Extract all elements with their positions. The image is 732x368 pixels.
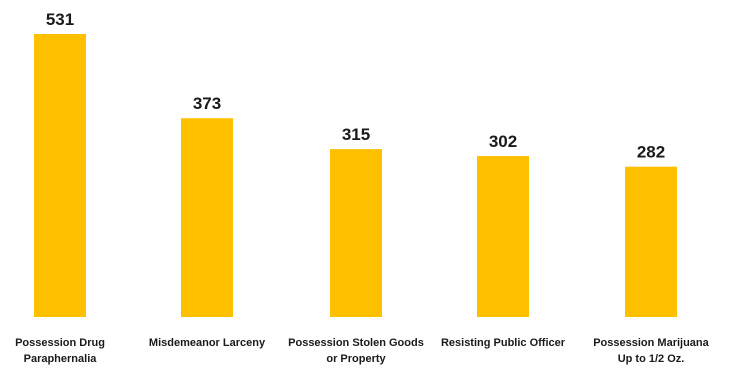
category-label-0-line-0: Possession Drug xyxy=(15,337,105,349)
bar-3 xyxy=(477,156,529,317)
value-label-1: 373 xyxy=(193,94,221,113)
bar-4 xyxy=(625,166,677,317)
category-label-4-line-0: Possession Marijuana xyxy=(593,337,709,349)
bar-2 xyxy=(330,149,382,317)
value-label-3: 302 xyxy=(489,132,517,151)
category-labels-group: Possession Drug Paraphernalia Misdemeanor … xyxy=(15,337,710,365)
category-label-2-line-1: or Property xyxy=(326,353,386,365)
bar-1 xyxy=(181,118,233,317)
value-label-0: 531 xyxy=(46,10,74,29)
category-label-0-line-1: Paraphernalia xyxy=(24,353,98,365)
bars-group xyxy=(34,34,677,317)
value-labels-group: 531 373 315 302 282 xyxy=(46,10,665,162)
bar-0 xyxy=(34,34,86,317)
category-label-3-line-0: Resisting Public Officer xyxy=(441,337,566,349)
category-label-2-line-0: Possession Stolen Goods xyxy=(288,337,424,349)
value-label-2: 315 xyxy=(342,125,370,144)
category-label-4-line-1: Up to 1/2 Oz. xyxy=(618,353,685,365)
value-label-4: 282 xyxy=(637,143,665,162)
category-label-1-line-0: Misdemeanor Larceny xyxy=(149,337,266,349)
